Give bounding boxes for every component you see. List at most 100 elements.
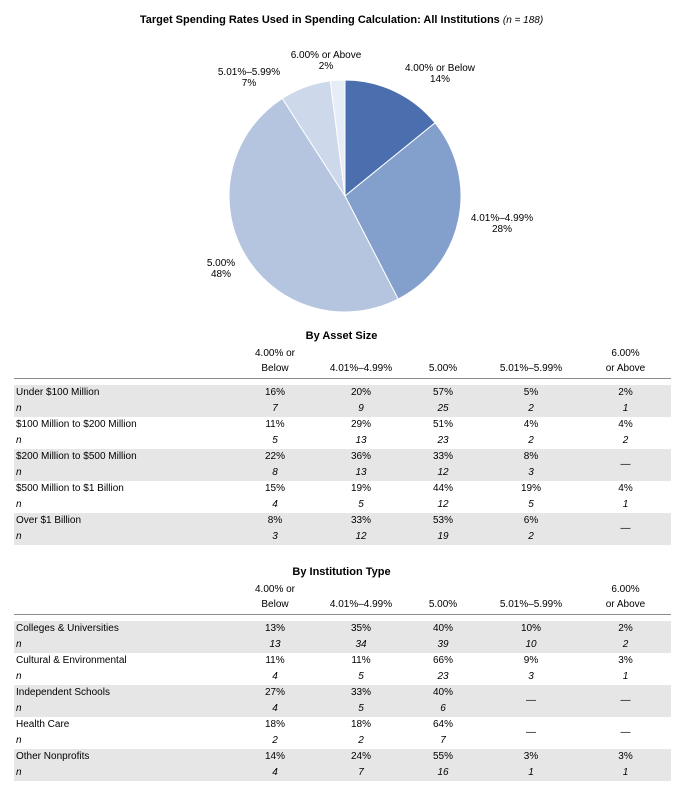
n-label: n (14, 765, 232, 781)
column-header: 5.01%–5.99% (482, 346, 580, 379)
column-header: 6.00% or Above (580, 582, 671, 615)
n-label: n (16, 435, 22, 446)
cell-percent: 4% (618, 419, 633, 430)
cell-percent: 13% (232, 621, 318, 637)
cell-n: 19 (404, 529, 482, 545)
row-label: Over $1 Billion (14, 513, 232, 529)
cell-percent: 5% (482, 385, 580, 401)
cell-n: 13 (232, 637, 318, 653)
cell-percent: 3% (618, 655, 633, 666)
table-row-n: n 4 5 23 3 1 (14, 669, 671, 685)
cell-percent: 6% (482, 513, 580, 529)
cell-n: 1 (580, 401, 671, 417)
cell-percent: 36% (318, 449, 404, 465)
cell-n: 12 (404, 465, 482, 481)
chart-subtitle: (n = 188) (502, 15, 544, 26)
slice-label: 6.00% or Above (291, 50, 362, 61)
pie-slice (228, 97, 399, 313)
cell-percent: 27% (232, 685, 318, 701)
table-row: $200 Million to $500 Million 22% 36% 33% 8% — (14, 449, 671, 481)
header-line: 4.00% or (254, 584, 296, 595)
cell-n: 2 (622, 435, 629, 446)
cell-percent: 55% (404, 749, 482, 765)
header-line (318, 346, 404, 361)
table-row: Health Care 18% 18% 64% — — (14, 717, 671, 738)
cell-n: 5 (358, 499, 364, 510)
header-line (482, 582, 580, 597)
header-line (404, 582, 482, 597)
cell-percent: 15% (264, 483, 285, 494)
column-header: 5.01%–5.99% (482, 582, 580, 615)
header-line: Below (261, 363, 289, 374)
column-header: 4.00% or Below (232, 346, 318, 379)
cell-n: 2 (482, 529, 580, 545)
cell-percent: 24% (318, 749, 404, 765)
cell-n: 4 (272, 499, 278, 510)
table-row-n: n 8 13 12 3 (14, 465, 671, 481)
cell-n: 10 (482, 637, 580, 653)
header-line (14, 346, 232, 361)
asset-size-title: By Asset Size (305, 330, 378, 342)
column-header: 5.00% (404, 346, 482, 379)
column-header: 5.00% (404, 582, 482, 615)
cell-percent: 66% (432, 655, 453, 666)
slice-value-label: 2% (319, 61, 334, 72)
header-line (404, 346, 482, 361)
header-blank (14, 346, 232, 379)
cell-percent: 19% (520, 483, 541, 494)
table-row-n: n 5 13 23 2 2 (14, 433, 671, 449)
cell-n: 13 (318, 465, 404, 481)
cell-n: 16 (404, 765, 482, 781)
cell-percent: 9% (523, 655, 539, 666)
chart-title: Target Spending Rates Used in Spending C… (0, 14, 683, 26)
n-label: n (14, 701, 232, 717)
n-label: n (14, 465, 232, 481)
header-line: 5.00% (428, 599, 458, 610)
cell-percent: 11% (351, 655, 371, 666)
table-row: Independent Schools 27% 33% 40% — — (14, 685, 671, 717)
cell-percent: 33% (404, 449, 482, 465)
column-header: 4.01%–4.99% (318, 582, 404, 615)
table-row: Cultural & Environmental 11% 11% 66% 9% 3% (14, 653, 671, 669)
row-label: $200 Million to $500 Million (14, 449, 232, 465)
header-line: or Above (605, 599, 646, 610)
row-label: $100 Million to $200 Million (16, 419, 137, 430)
cell-percent: 20% (318, 385, 404, 401)
cell-percent: 44% (432, 483, 453, 494)
table-row: Other Nonprofits 14% 24% 55% 3% 3% (14, 749, 671, 765)
cell-percent: 3% (580, 749, 671, 765)
pie-slice (329, 79, 346, 197)
cell-percent: 2% (580, 621, 671, 637)
cell-n: 5 (272, 435, 278, 446)
cell-percent: 40% (404, 685, 482, 701)
cell-percent: 18% (350, 719, 371, 730)
n-label: n (14, 637, 232, 653)
header-line: 4.00% or (254, 348, 296, 359)
header-line (318, 582, 404, 597)
cell-n: 2 (528, 435, 534, 446)
cell-n: 6 (404, 701, 482, 717)
header-line (14, 597, 232, 612)
cell-n: 7 (440, 735, 446, 746)
cell-n: 4 (232, 701, 318, 717)
cell-percent: 11% (265, 655, 285, 666)
cell-percent: 4% (618, 483, 633, 494)
cell-percent: 51% (432, 419, 453, 430)
institution-type-table: 4.00% or Below 4.01%–4.99% 5.00% 5.01%–5.99%… (14, 582, 671, 781)
header-row: 4.00% or Below 4.01%–4.99% 5.00% 5.01%–5.99%… (14, 346, 671, 379)
header-line (14, 361, 232, 376)
table-row-n: n 13 34 39 10 2 (14, 637, 671, 653)
cell-percent: 57% (404, 385, 482, 401)
cell-n: 39 (404, 637, 482, 653)
cell-n: 23 (437, 435, 449, 446)
header-line (14, 582, 232, 597)
header-line: 4.01%–4.99% (329, 363, 393, 374)
table-row-n: n 4 5 12 5 1 (14, 497, 671, 513)
table-row: $100 Million to $200 Million 11% 29% 51% 4% 4… (14, 417, 671, 433)
cell-n: 1 (482, 765, 580, 781)
cell-n: 7 (318, 765, 404, 781)
header-line: or Above (605, 363, 646, 374)
institution-type-title: By Institution Type (292, 566, 391, 578)
table-row: $500 Million to $1 Billion 15% 19% 44% 19% 4% (14, 481, 671, 497)
